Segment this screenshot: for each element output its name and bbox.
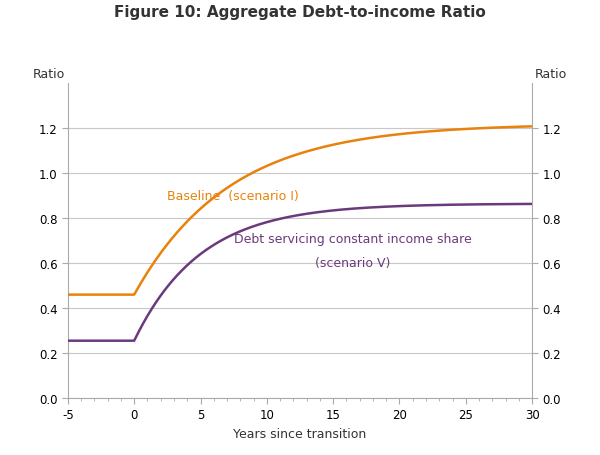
- Text: (scenario V): (scenario V): [316, 257, 391, 270]
- Text: Ratio: Ratio: [33, 68, 65, 81]
- Text: Baseline  (scenario I): Baseline (scenario I): [167, 190, 299, 203]
- Text: Debt servicing constant income share: Debt servicing constant income share: [234, 233, 472, 246]
- X-axis label: Years since transition: Years since transition: [233, 427, 367, 440]
- Text: Figure 10: Aggregate Debt-to-income Ratio: Figure 10: Aggregate Debt-to-income Rati…: [114, 5, 486, 20]
- Text: Ratio: Ratio: [535, 68, 567, 81]
